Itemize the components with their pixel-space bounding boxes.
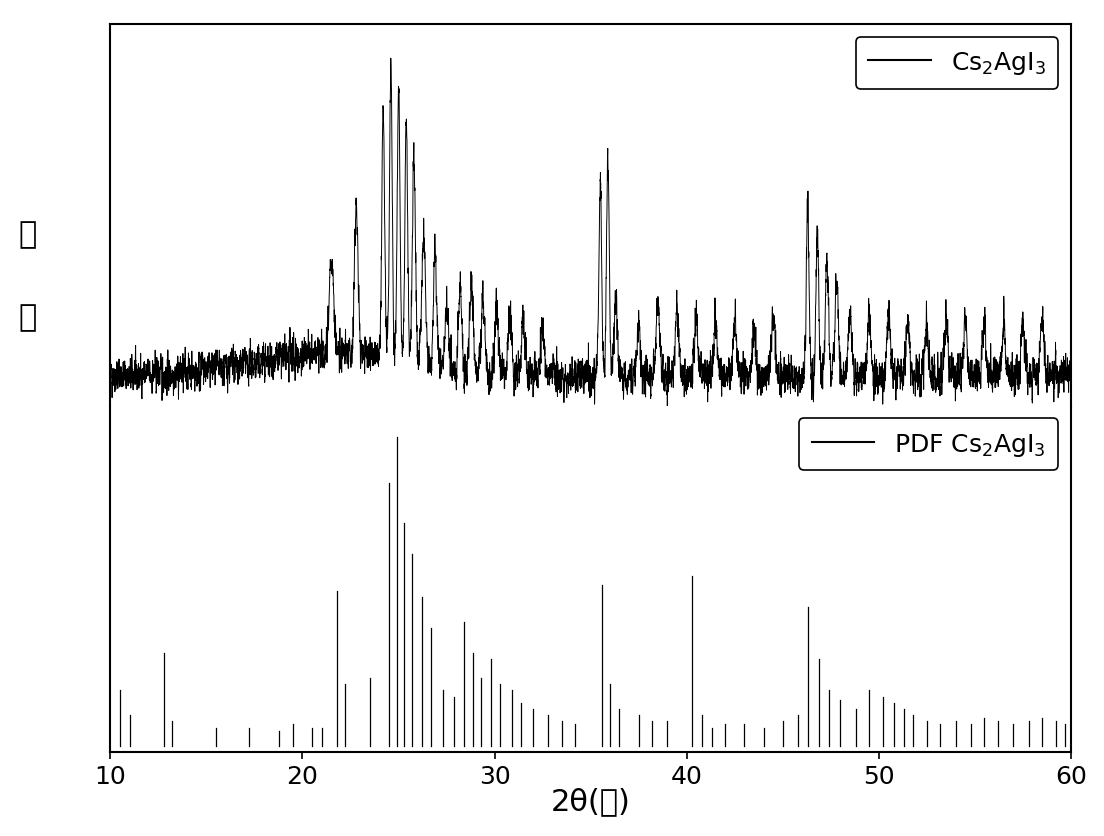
Legend: $\mathrm{Cs_2AgI_3}$: $\mathrm{Cs_2AgI_3}$ (856, 38, 1059, 89)
Text: 度: 度 (19, 303, 36, 332)
Legend: $\mathrm{PDF\ Cs_2AgI_3}$: $\mathrm{PDF\ Cs_2AgI_3}$ (799, 419, 1059, 471)
Text: 2θ(度): 2θ(度) (551, 786, 630, 815)
Text: 强: 强 (19, 220, 36, 248)
